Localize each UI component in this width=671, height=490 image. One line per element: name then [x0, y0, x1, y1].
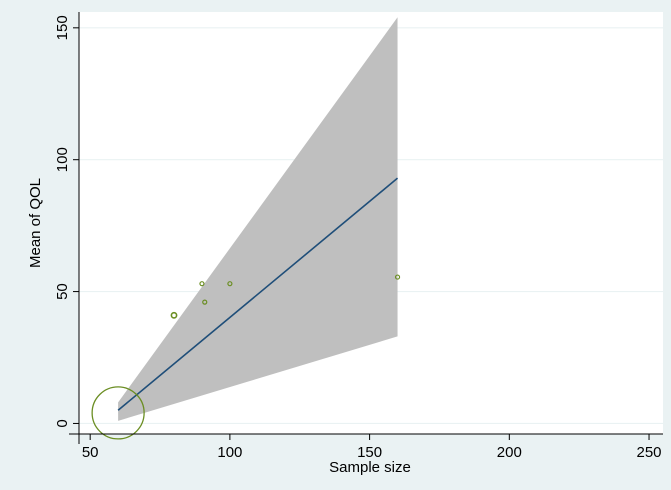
confidence-band [118, 17, 398, 421]
data-point-5 [394, 274, 401, 280]
y-axis-title: Mean of QOL [27, 178, 44, 268]
data-point-3 [202, 299, 208, 305]
data-point-2 [199, 281, 205, 287]
data-point-4 [227, 281, 233, 287]
y-tick-label-150: 150 [54, 15, 71, 40]
axes: 50 100 150 200 250 0 50 100 150 [54, 12, 663, 461]
x-axis-title: Sample size [329, 459, 411, 476]
y-tick-label-100: 100 [54, 147, 71, 172]
y-tick-label-0: 0 [54, 419, 71, 427]
x-tick-label-200: 200 [497, 444, 522, 461]
data-point-6 [91, 386, 145, 440]
fit-line [117, 177, 399, 411]
x-tick-label-150: 150 [357, 444, 382, 461]
y-tick-label-50: 50 [54, 283, 71, 300]
x-tick-label-100: 100 [217, 444, 242, 461]
data-points [91, 274, 401, 440]
data-point-1 [170, 311, 178, 319]
x-tick-label-50: 50 [82, 444, 99, 461]
x-tick-label-250: 250 [637, 444, 662, 461]
